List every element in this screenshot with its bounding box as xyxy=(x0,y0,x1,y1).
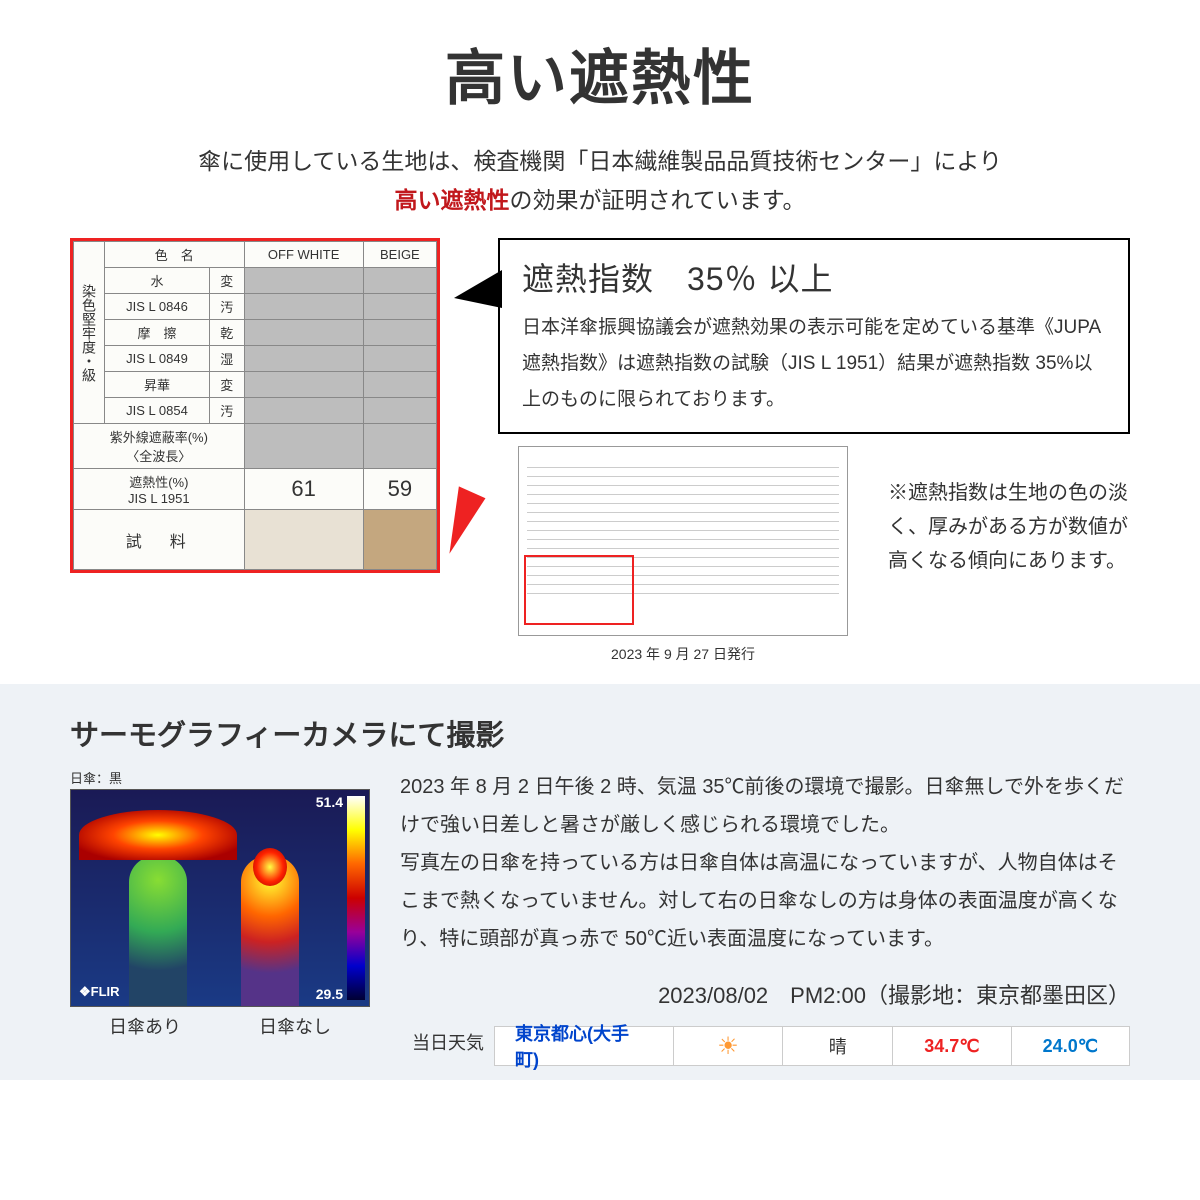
doc-note: ※遮熱指数は生地の色の淡く、厚みがある方が数値が高くなる傾向にあります。 xyxy=(888,476,1130,578)
person-with-parasol-icon xyxy=(129,856,187,1006)
uv-label: 紫外線遮蔽率(%) 〈全波長〉 xyxy=(74,424,245,469)
swatch-a xyxy=(244,510,363,570)
temp-max: 51.4 xyxy=(316,794,343,810)
heat-label: 遮熱性(%) JIS L 1951 xyxy=(74,469,245,510)
callout-box: 遮熱指数 35％ 以上 日本洋傘振興協議会が遮熱効果の表示可能を定めている基準《… xyxy=(498,238,1130,434)
thermo-caption: 日傘：黒 xyxy=(70,768,370,787)
subtitle-rest: の効果が証明されています。 xyxy=(509,187,805,213)
temp-min: 29.5 xyxy=(316,986,343,1002)
weather-high: 34.7℃ xyxy=(893,1027,1011,1065)
subtitle: 傘に使用している生地は、検査機関「日本繊維製品品質技術センター」により 高い遮熱… xyxy=(70,142,1130,220)
val-b: 59 xyxy=(363,469,436,510)
subtitle-line1: 傘に使用している生地は、検査機関「日本繊維製品品質技術センター」により xyxy=(198,148,1002,174)
report-date: 2023 年 9 月 27 日発行 xyxy=(518,644,848,664)
label-with-parasol: 日傘あり xyxy=(109,1013,181,1039)
thermo-meta: 2023/08/02 PM2:00（撮影地：東京都墨田区） xyxy=(400,978,1130,1010)
report-highlight-icon xyxy=(524,555,634,625)
thermo-body: 2023 年 8 月 2 日午後 2 時、気温 35℃前後の環境で撮影。日傘無し… xyxy=(400,768,1130,958)
weather-location: 東京都心(大手町) xyxy=(495,1027,674,1065)
col-b: BEIGE xyxy=(363,242,436,268)
thermal-scale-icon xyxy=(347,796,365,1000)
page-title: 高い遮熱性 xyxy=(70,30,1130,117)
swatch-b xyxy=(363,510,436,570)
weather-low: 24.0℃ xyxy=(1012,1027,1129,1065)
val-a: 61 xyxy=(244,469,363,510)
callout-body: 日本洋傘振興協議会が遮熱効果の表示可能を定めている基準《JUPA 遮熱指数》は遮… xyxy=(522,310,1106,418)
flir-badge: ❖FLIR xyxy=(79,984,120,1000)
weather-label: 当日天気 xyxy=(400,1029,494,1055)
weather-table: 東京都心(大手町) ☀ 晴 34.7℃ 24.0℃ xyxy=(494,1026,1130,1066)
person-without-parasol-icon xyxy=(241,856,299,1006)
col-a: OFF WHITE xyxy=(244,242,363,268)
label-without-parasol: 日傘なし xyxy=(259,1013,331,1039)
callout-title: 遮熱指数 35％ 以上 xyxy=(522,254,1106,300)
thermo-image: 51.4 29.5 ❖FLIR xyxy=(70,789,370,1007)
thermo-title: サーモグラフィーカメラにて撮影 xyxy=(70,712,1130,754)
weather-condition: 晴 xyxy=(783,1027,893,1065)
subtitle-highlight: 高い遮熱性 xyxy=(394,187,509,213)
sun-icon: ☀ xyxy=(674,1027,784,1065)
test-table: 染色堅牢度・級 色 名 OFF WHITE BEIGE 水変 JIS L 084… xyxy=(70,238,440,573)
report-document xyxy=(518,446,848,636)
sample-label: 試 料 xyxy=(74,510,245,570)
table-side-label: 染色堅牢度・級 xyxy=(74,242,105,424)
callout-pointer-icon xyxy=(454,270,502,308)
col-name: 色 名 xyxy=(105,242,245,268)
